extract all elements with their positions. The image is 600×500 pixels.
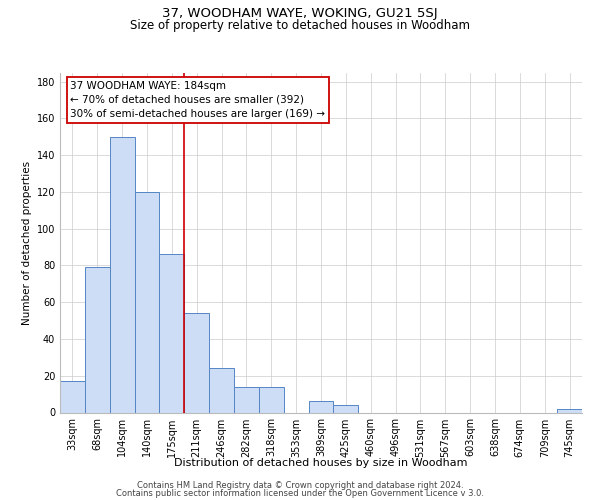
Bar bbox=[557, 409, 582, 412]
Bar bbox=[259, 387, 284, 412]
Bar bbox=[85, 268, 110, 412]
Y-axis label: Number of detached properties: Number of detached properties bbox=[22, 160, 32, 324]
Text: 37, WOODHAM WAYE, WOKING, GU21 5SJ: 37, WOODHAM WAYE, WOKING, GU21 5SJ bbox=[162, 8, 438, 20]
Bar bbox=[234, 387, 259, 412]
Text: Contains public sector information licensed under the Open Government Licence v : Contains public sector information licen… bbox=[116, 489, 484, 498]
Text: Contains HM Land Registry data © Crown copyright and database right 2024.: Contains HM Land Registry data © Crown c… bbox=[137, 481, 463, 490]
Bar bbox=[134, 192, 160, 412]
Bar bbox=[110, 137, 134, 412]
Bar bbox=[308, 402, 334, 412]
Bar bbox=[160, 254, 184, 412]
Bar bbox=[60, 382, 85, 412]
Text: Distribution of detached houses by size in Woodham: Distribution of detached houses by size … bbox=[174, 458, 468, 468]
Text: Size of property relative to detached houses in Woodham: Size of property relative to detached ho… bbox=[130, 19, 470, 32]
Bar bbox=[184, 314, 209, 412]
Bar bbox=[334, 405, 358, 412]
Text: 37 WOODHAM WAYE: 184sqm
← 70% of detached houses are smaller (392)
30% of semi-d: 37 WOODHAM WAYE: 184sqm ← 70% of detache… bbox=[70, 81, 325, 119]
Bar bbox=[209, 368, 234, 412]
